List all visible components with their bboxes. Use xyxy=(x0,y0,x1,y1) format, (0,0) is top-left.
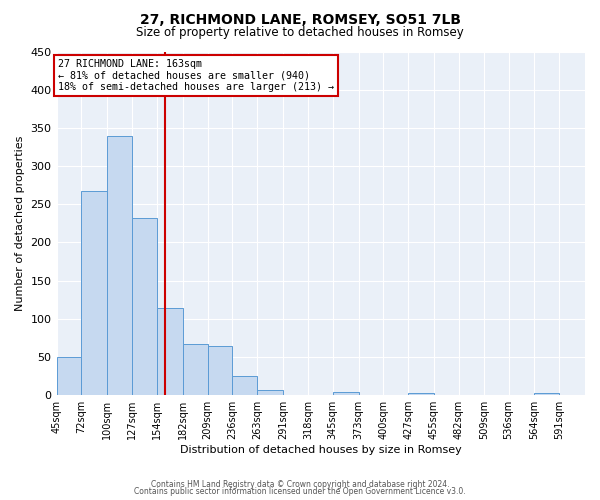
Y-axis label: Number of detached properties: Number of detached properties xyxy=(15,136,25,311)
Bar xyxy=(82,192,107,395)
Text: 27 RICHMOND LANE: 163sqm
← 81% of detached houses are smaller (940)
18% of semi-: 27 RICHMOND LANE: 163sqm ← 81% of detach… xyxy=(58,59,334,92)
Bar xyxy=(535,393,559,395)
Text: Size of property relative to detached houses in Romsey: Size of property relative to detached ho… xyxy=(136,26,464,39)
Bar xyxy=(408,393,434,395)
Text: 27, RICHMOND LANE, ROMSEY, SO51 7LB: 27, RICHMOND LANE, ROMSEY, SO51 7LB xyxy=(139,12,461,26)
Bar xyxy=(182,344,208,395)
Text: Contains HM Land Registry data © Crown copyright and database right 2024.: Contains HM Land Registry data © Crown c… xyxy=(151,480,449,489)
X-axis label: Distribution of detached houses by size in Romsey: Distribution of detached houses by size … xyxy=(180,445,461,455)
Bar xyxy=(56,357,82,395)
Bar xyxy=(107,136,132,395)
Bar xyxy=(333,392,359,395)
Bar xyxy=(232,376,257,395)
Bar xyxy=(132,218,157,395)
Text: Contains public sector information licensed under the Open Government Licence v3: Contains public sector information licen… xyxy=(134,487,466,496)
Bar xyxy=(208,346,232,395)
Bar xyxy=(257,390,283,395)
Bar xyxy=(157,308,182,395)
